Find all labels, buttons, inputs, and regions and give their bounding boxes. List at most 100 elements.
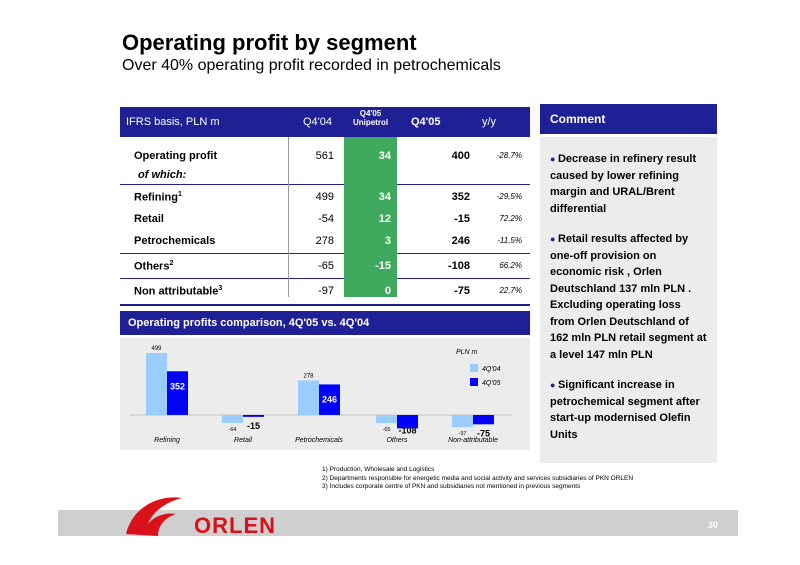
legend-swatch xyxy=(470,378,478,386)
legend-label: 4Q'05 xyxy=(482,380,501,387)
cell-yy: -28,7% xyxy=(496,151,522,160)
chart-bar xyxy=(146,353,167,415)
table-row: of which: xyxy=(120,167,530,183)
unipetrol-column-highlight xyxy=(344,107,397,297)
chart-bar xyxy=(243,415,264,417)
data-label: -75 xyxy=(477,428,490,438)
header-yy: y/y xyxy=(482,116,497,128)
row-label: Operating profit xyxy=(134,150,218,162)
table-row: Petrochemicals 278 3 246 -11,5% xyxy=(120,230,530,252)
comparison-chart: 499 352 Refining -64 -15 Retail 278 246 Petroche… xyxy=(120,338,530,450)
cell-q404: -54 xyxy=(318,213,334,225)
page-number: 30 xyxy=(708,520,719,530)
row-separator xyxy=(120,184,530,185)
chart-bar xyxy=(319,384,340,415)
footnote-ref: 1 xyxy=(178,191,182,198)
footnote: 1) Production, Wholesale and Logistics xyxy=(322,466,435,473)
data-label: 246 xyxy=(322,394,337,404)
cell-u: -15 xyxy=(375,260,391,272)
table-body: Operating profit 561 34 400 -28,7% of which: R… xyxy=(120,145,530,306)
footnote-ref: 2 xyxy=(169,260,174,267)
header-label: IFRS basis, PLN m xyxy=(126,116,220,128)
cell-q405: -15 xyxy=(454,213,470,225)
cell-q405: -108 xyxy=(447,260,470,272)
row-label: of which: xyxy=(138,169,187,181)
chart-bar xyxy=(397,415,418,429)
table-row: Retail -54 12 -15 72,2% xyxy=(120,208,530,230)
cell-u: 34 xyxy=(378,191,391,203)
cell-q404: 561 xyxy=(315,150,334,162)
header-q404: Q4'04 xyxy=(303,116,333,128)
comment-bullet: ● Retail results affected by one-off pro… xyxy=(550,233,707,361)
table-bottom-border xyxy=(120,304,530,306)
footnote: 2) Departments responsible for energetic… xyxy=(322,474,634,482)
category-label: Others xyxy=(386,437,408,444)
page-subtitle: Over 40% operating profit recorded in pe… xyxy=(122,57,501,74)
table-row: Refining1 499 34 352 -29,5% xyxy=(120,186,530,208)
data-label: 278 xyxy=(303,373,314,379)
header-unipetrol-line2: Unipetrol xyxy=(352,118,389,127)
cell-q404: -97 xyxy=(318,285,334,297)
footnotes: 1) Production, Wholesale and Logistics 2… xyxy=(322,466,633,492)
cell-q405: -75 xyxy=(454,285,470,297)
row-label: Others2 xyxy=(134,260,174,273)
cell-u: 0 xyxy=(384,285,391,297)
cell-q405: 246 xyxy=(451,235,470,247)
row-label: Non attributable3 xyxy=(134,285,223,298)
cell-u: 34 xyxy=(378,150,391,162)
category-label: Refining xyxy=(154,437,180,444)
comment-bullet-text: Significant increase in petrochemical se… xyxy=(550,379,700,441)
legend-label: 4Q'04 xyxy=(482,366,501,373)
chart-svg: 499 352 Refining -64 -15 Retail 278 246 Petroche… xyxy=(130,346,512,444)
data-label: -15 xyxy=(247,421,260,431)
table-row: Operating profit 561 34 400 -28,7% xyxy=(120,145,530,167)
cell-q404: 499 xyxy=(315,191,334,203)
comment-title: Comment xyxy=(540,104,717,134)
header-unipetrol-line1: Q4'05 xyxy=(359,109,382,118)
cell-u: 3 xyxy=(384,235,391,247)
table-row: Non attributable3 -97 0 -75 22,7% xyxy=(120,280,530,302)
footnote: 3) Includes corporate centre of PKN and … xyxy=(322,483,581,490)
row-separator xyxy=(120,253,530,254)
brand-logo-text: ORLEN xyxy=(194,513,276,538)
cell-yy: -29,5% xyxy=(496,192,522,201)
chart-bar xyxy=(376,415,397,424)
cell-yy: 72,2% xyxy=(499,214,522,223)
row-label: Petrochemicals xyxy=(134,235,216,247)
chart-bar xyxy=(473,415,494,425)
category-label: Retail xyxy=(234,437,252,444)
header-q405: Q4'05 xyxy=(411,116,441,128)
column-divider xyxy=(288,137,289,297)
row-label: Retail xyxy=(134,213,164,225)
chart-bar xyxy=(167,371,188,415)
data-label: -108 xyxy=(398,425,416,435)
table-header: IFRS basis, PLN m Q4'04 Q4'05 Unipetrol … xyxy=(120,107,530,137)
cell-q404: 278 xyxy=(315,235,334,247)
chart-bar xyxy=(452,415,473,428)
comment-bullet: ● Significant increase in petrochemical … xyxy=(550,379,700,441)
chart-bar xyxy=(298,380,319,415)
data-label: -97 xyxy=(459,431,467,437)
comment-body: ● Decrease in refinery result caused by … xyxy=(540,137,717,463)
cell-u: 12 xyxy=(378,213,391,225)
row-separator xyxy=(120,278,530,279)
cell-yy: 66,2% xyxy=(499,261,522,270)
cell-yy: 22,7% xyxy=(499,286,522,295)
header-unipetrol: Q4'05 Unipetrol xyxy=(344,109,397,127)
cell-q404: -65 xyxy=(318,260,334,272)
comparison-title: Operating profits comparison, 4Q'05 vs. … xyxy=(120,311,530,335)
category-label: Petrochemicals xyxy=(295,437,343,444)
data-label: 352 xyxy=(170,381,185,391)
comment-bullet-text: Decrease in refinery result caused by lo… xyxy=(550,153,697,215)
comment-bullet: ● Decrease in refinery result caused by … xyxy=(550,153,697,215)
chart-bar xyxy=(222,415,243,423)
data-label: 499 xyxy=(151,346,162,352)
row-label: Refining1 xyxy=(134,191,182,204)
footnote-ref: 3 xyxy=(218,285,223,292)
cell-q405: 352 xyxy=(451,191,470,203)
unit-label: PLN m xyxy=(456,349,478,356)
cell-yy: -11,5% xyxy=(497,236,522,245)
orlen-eagle-logo-icon xyxy=(126,497,182,536)
page-title: Operating profit by segment xyxy=(122,30,417,55)
legend-swatch xyxy=(470,364,478,372)
